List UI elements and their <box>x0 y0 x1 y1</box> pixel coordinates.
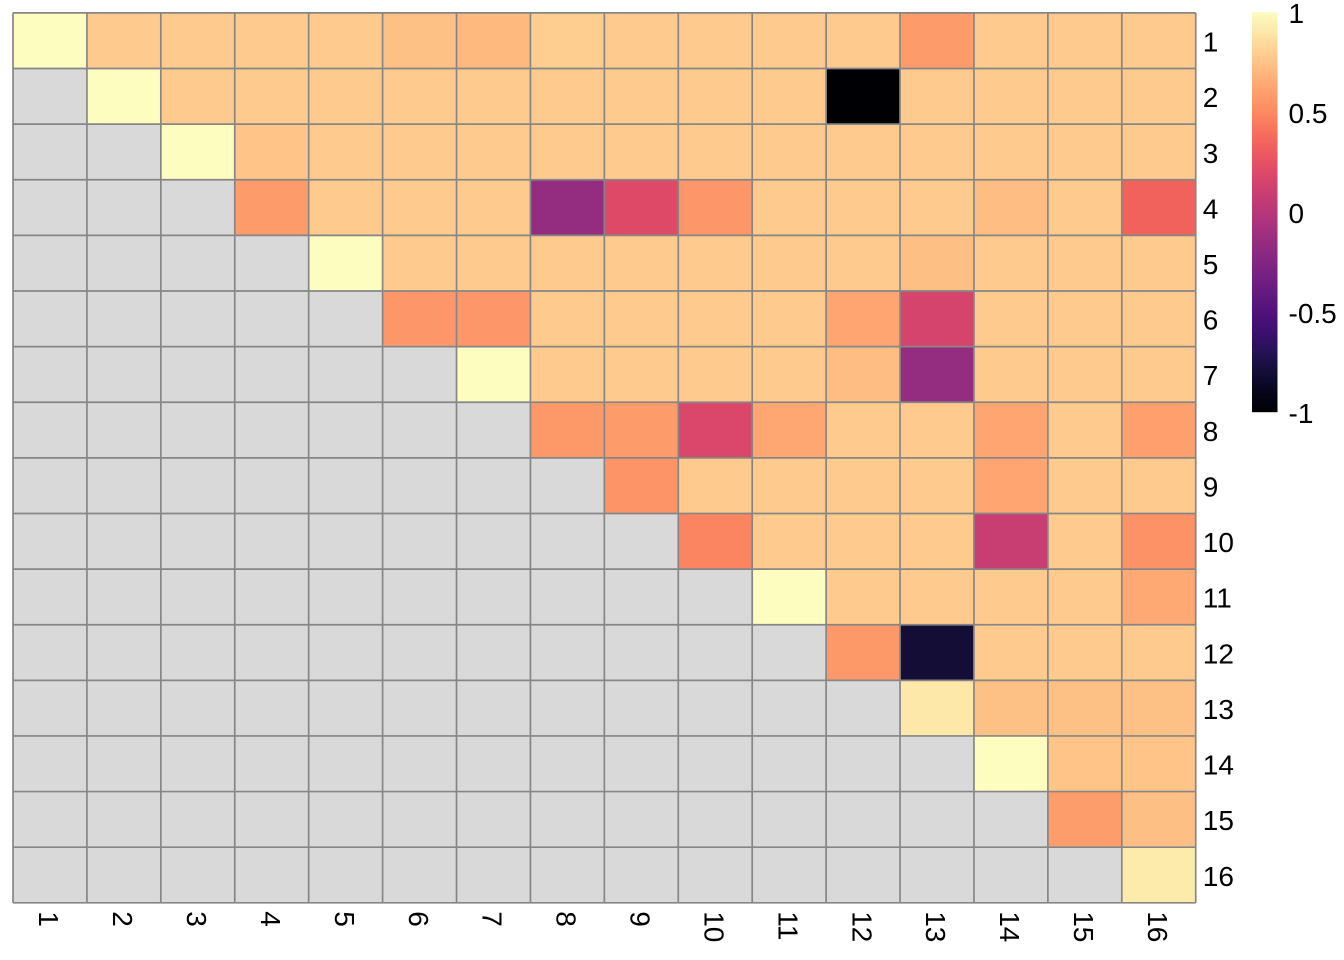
svg-text:5: 5 <box>1203 249 1219 280</box>
svg-text:2: 2 <box>1203 82 1219 113</box>
svg-text:1: 1 <box>33 911 64 927</box>
svg-text:9: 9 <box>1203 471 1219 502</box>
svg-text:1: 1 <box>1203 27 1219 58</box>
svg-text:15: 15 <box>1068 911 1099 942</box>
svg-text:12: 12 <box>1203 638 1234 669</box>
svg-text:11: 11 <box>1203 583 1232 614</box>
svg-text:15: 15 <box>1203 805 1234 836</box>
svg-text:2: 2 <box>107 911 138 927</box>
svg-text:13: 13 <box>920 911 951 942</box>
svg-text:-1: -1 <box>1289 398 1314 429</box>
svg-text:8: 8 <box>551 911 582 927</box>
svg-text:3: 3 <box>1203 138 1219 169</box>
svg-text:3: 3 <box>181 911 212 927</box>
svg-text:16: 16 <box>1203 861 1234 892</box>
svg-text:-0.5: -0.5 <box>1289 298 1337 329</box>
svg-text:4: 4 <box>255 911 286 927</box>
svg-text:8: 8 <box>1203 416 1219 447</box>
svg-text:10: 10 <box>1203 527 1234 558</box>
svg-text:14: 14 <box>994 911 1025 942</box>
svg-text:1: 1 <box>1289 0 1305 29</box>
svg-text:16: 16 <box>1142 911 1173 942</box>
svg-text:13: 13 <box>1203 694 1234 725</box>
svg-text:4: 4 <box>1203 193 1219 224</box>
svg-text:12: 12 <box>846 911 877 942</box>
svg-text:0: 0 <box>1289 198 1305 229</box>
svg-text:11: 11 <box>772 911 803 940</box>
svg-text:14: 14 <box>1203 750 1234 781</box>
svg-text:9: 9 <box>625 911 656 927</box>
svg-text:6: 6 <box>403 911 434 927</box>
svg-text:6: 6 <box>1203 305 1219 336</box>
svg-text:10: 10 <box>698 911 729 942</box>
svg-text:5: 5 <box>329 911 360 927</box>
svg-text:7: 7 <box>1203 360 1219 391</box>
svg-text:0.5: 0.5 <box>1289 98 1328 129</box>
svg-text:7: 7 <box>477 911 508 927</box>
